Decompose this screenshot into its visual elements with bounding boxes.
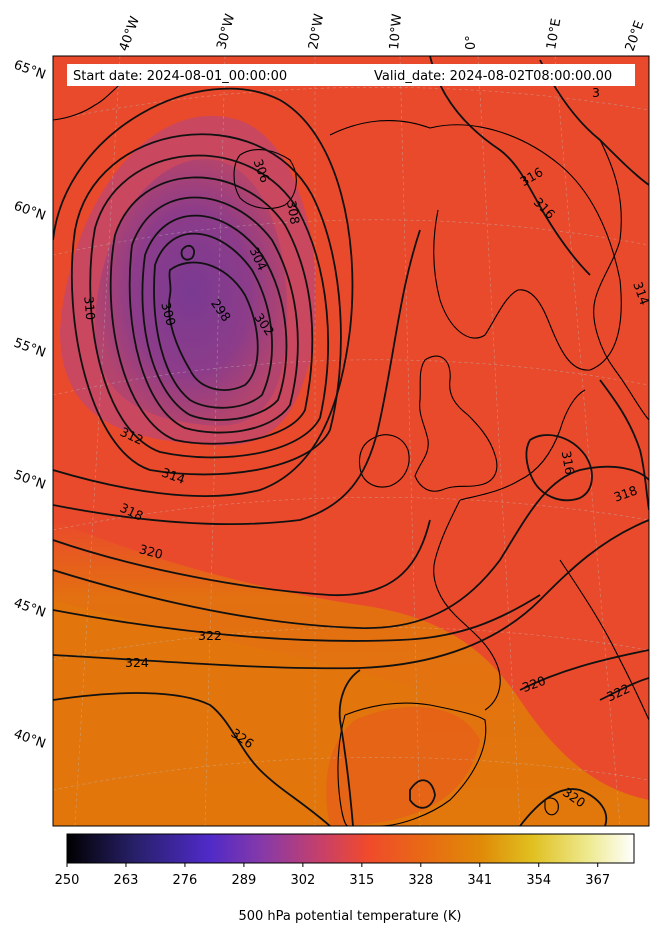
start-date-label: Start date: 2024-08-01_00:00:00 (73, 69, 287, 84)
valid-date-label: Valid_date: 2024-08-02T08:00:00.00 (374, 69, 612, 84)
colorbar-tick-label: 263 (114, 873, 139, 888)
colorbar-tick-label: 250 (55, 873, 80, 888)
lat-label: 40°N (12, 727, 48, 752)
contour-label: 3 (592, 85, 600, 100)
colorbar-tick-label: 276 (173, 873, 198, 888)
graticule (53, 56, 649, 826)
iberia-coast (337, 702, 487, 826)
baltic-coast (593, 139, 649, 421)
contour-label: 310 (81, 296, 98, 321)
info-bar (67, 64, 635, 86)
lat-label: 65°N (12, 58, 48, 83)
italy-coast (559, 559, 649, 721)
france-coast (433, 389, 586, 711)
lon-label: 10°E (544, 17, 564, 50)
lon-label: 10°W (387, 13, 405, 50)
contour-label: 320 (138, 541, 165, 562)
contour-label: 308 (284, 199, 303, 225)
contour-label: 300 (158, 300, 179, 327)
colorbar-tick-label: 354 (526, 873, 551, 888)
lon-label: 20°W (306, 13, 327, 51)
colorbar-tick-label: 341 (467, 873, 492, 888)
lon-label: 20°E (623, 19, 648, 54)
contour-label: 322 (198, 628, 222, 643)
contour-label-group: 298 300 302 304 306 308 310 312 314 316 … (81, 85, 652, 810)
colorbar (66, 833, 635, 864)
colorbar-ticks: 250 263 276 289 302 315 328 341 354 367 (55, 863, 610, 888)
colorbar-tick-label: 289 (231, 873, 256, 888)
isentrope-contours (53, 56, 649, 826)
ireland-coast (358, 434, 410, 488)
lon-label: 0° (464, 35, 479, 50)
temperature-field (53, 56, 649, 826)
contour-label: 316 (559, 450, 578, 476)
map-frame (52, 55, 650, 827)
lat-label: 50°N (12, 468, 48, 493)
contour-label: 324 (125, 655, 149, 670)
lat-label: 55°N (12, 336, 48, 361)
island-coast (544, 797, 559, 816)
lat-label: 60°N (12, 199, 48, 224)
lat-label: 45°N (12, 596, 48, 621)
lon-label: 40°W (117, 14, 143, 53)
colorbar-tick-label: 367 (585, 873, 610, 888)
latitude-labels: 65°N 60°N 55°N 50°N 45°N 40°N (12, 58, 48, 752)
greenland-coast (53, 79, 126, 121)
colorbar-tick-label: 315 (349, 873, 374, 888)
colorbar-tick-label: 302 (290, 873, 315, 888)
colorbar-tick-label: 328 (408, 873, 433, 888)
lon-label: 30°W (214, 12, 238, 51)
great-britain-coast (414, 355, 498, 492)
colorbar-label: 500 hPa potential temperature (K) (238, 909, 461, 924)
longitude-labels: 40°W 30°W 20°W 10°W 0° 10°E 20°E (117, 12, 648, 53)
coastlines (53, 79, 649, 826)
